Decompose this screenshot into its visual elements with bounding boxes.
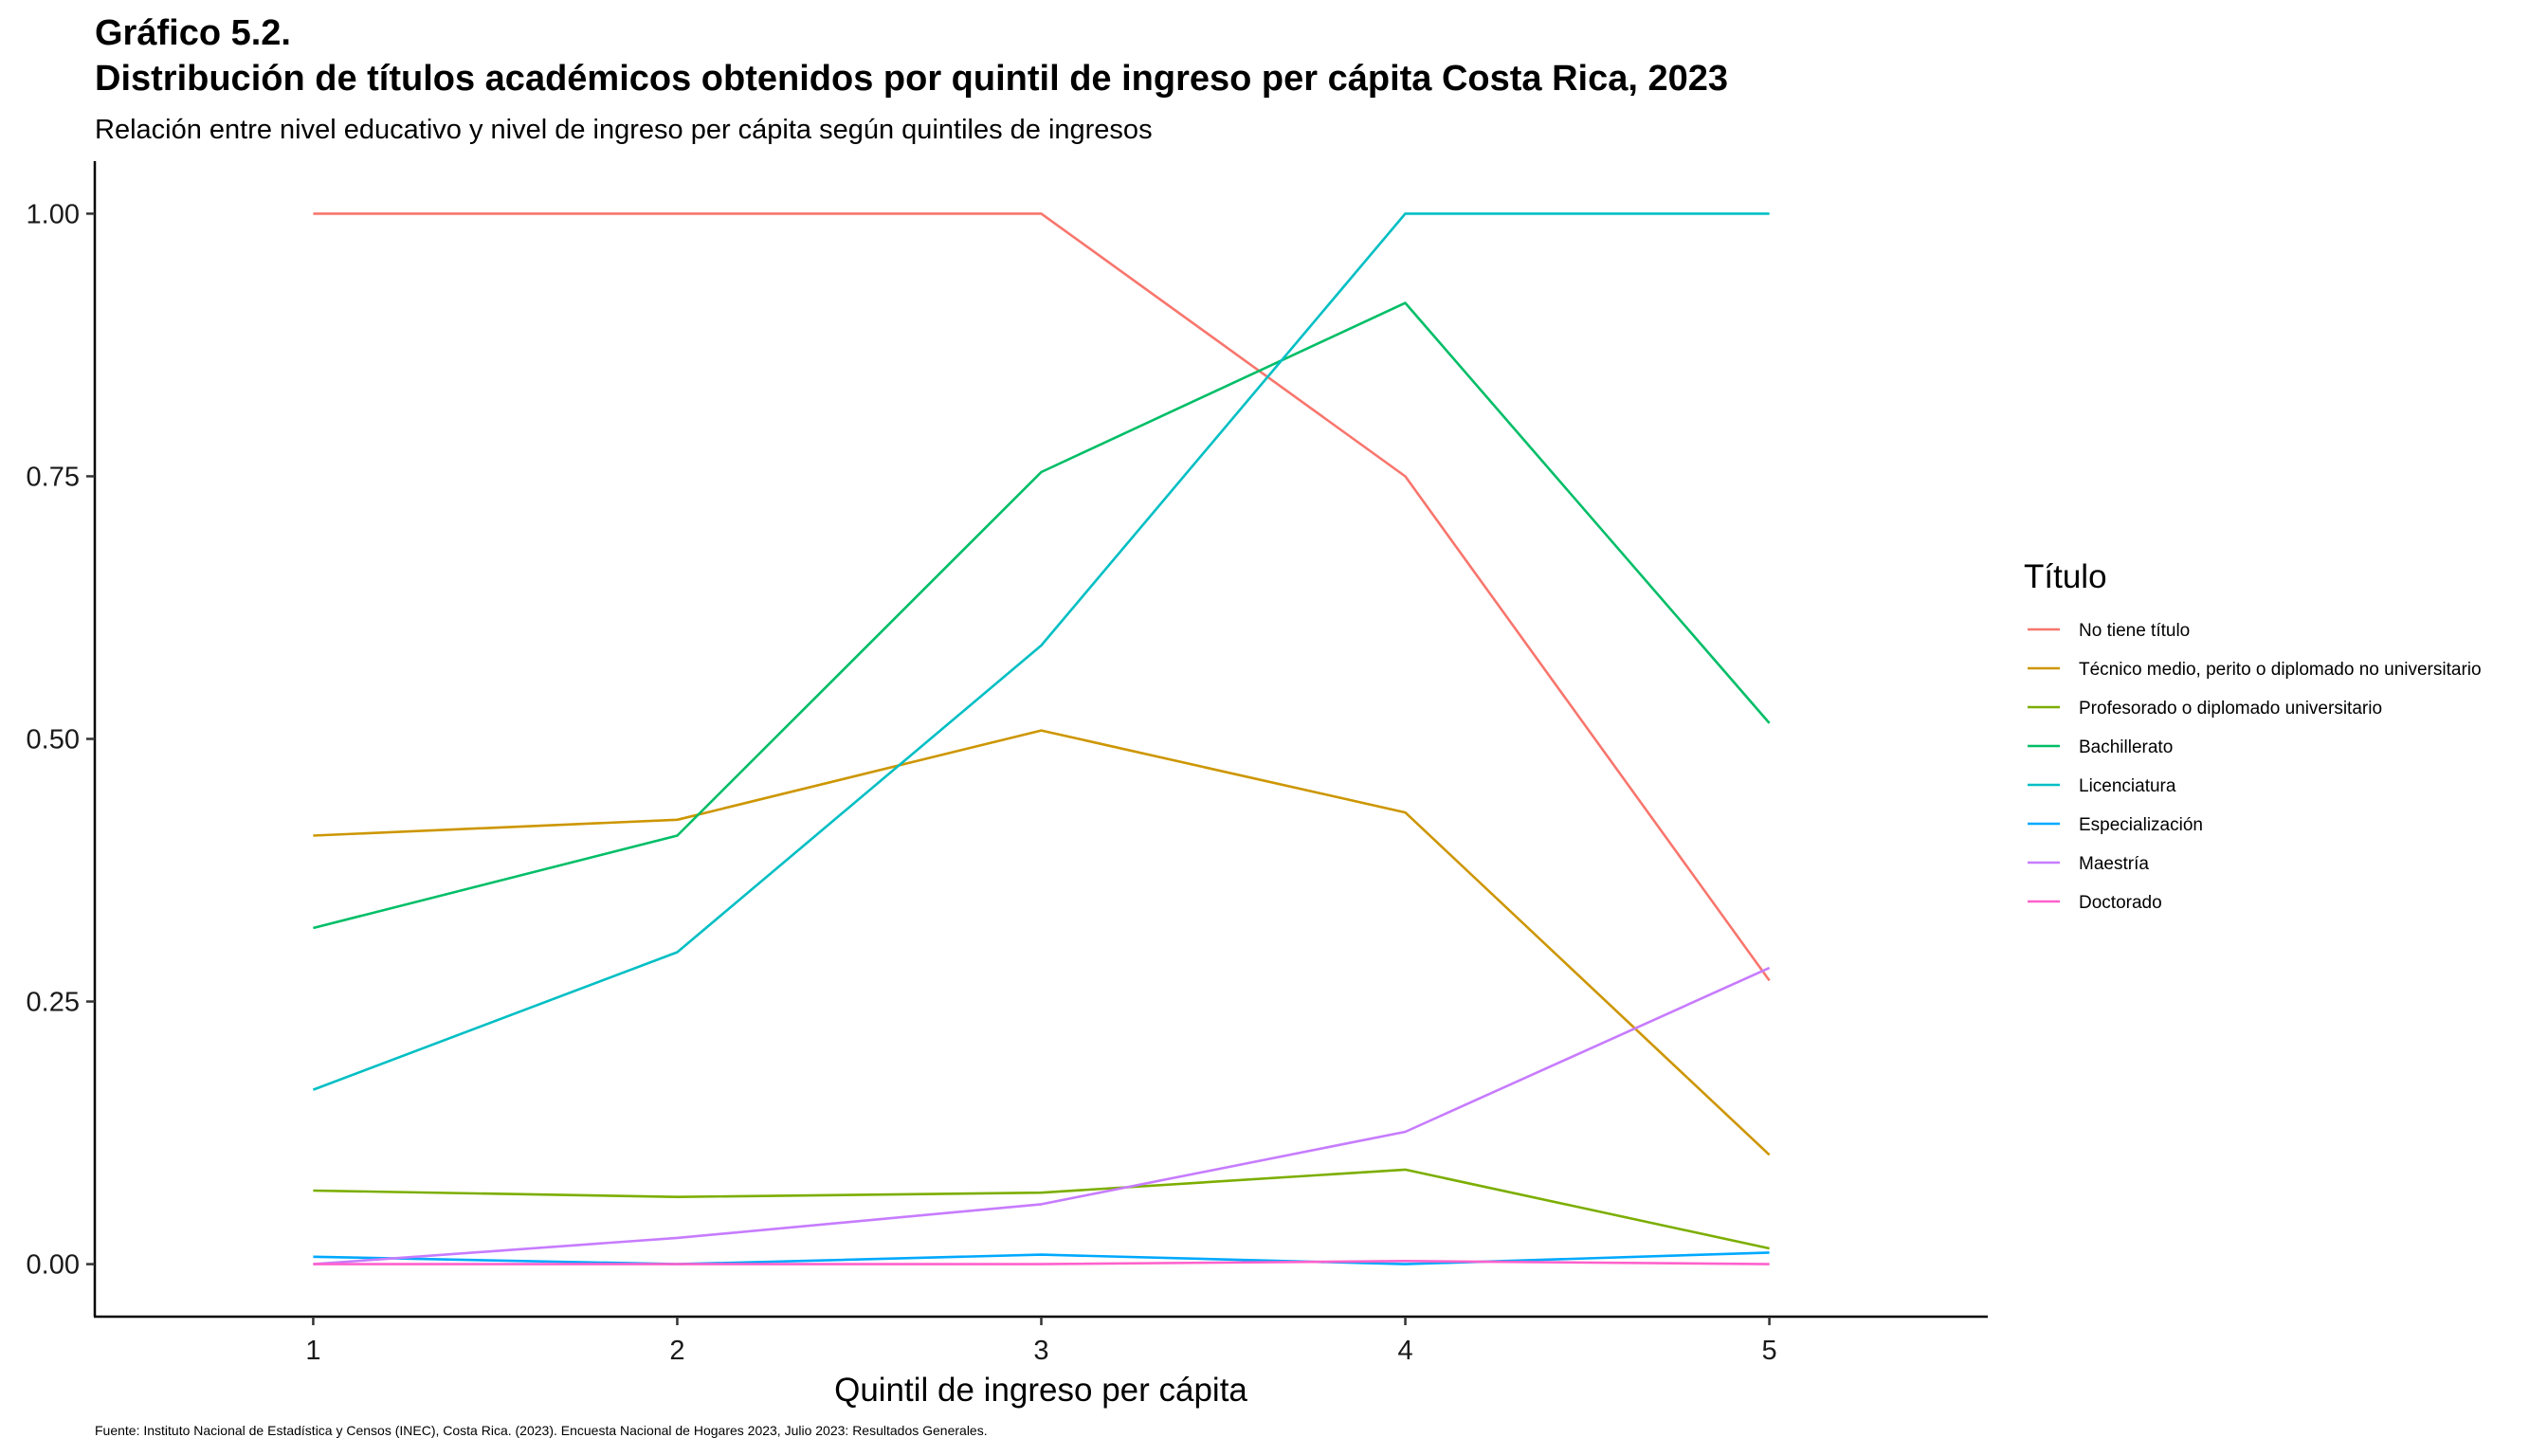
- x-tick-label: 2: [669, 1336, 684, 1366]
- series-line-5: [312, 212, 1770, 1091]
- chart-title-line1: Gráfico 5.2.: [95, 13, 291, 53]
- y-tick-label: 1.00: [27, 199, 80, 229]
- legend-label: Bachillerato: [2079, 737, 2173, 757]
- series-line-4: [313, 301, 1771, 930]
- legend-label: Licenciatura: [2079, 776, 2176, 796]
- y-tick-label: 0.75: [27, 462, 80, 492]
- legend-item: No tiene título: [2028, 621, 2190, 641]
- legend-item: Licenciatura: [2028, 776, 2176, 796]
- legend-item: Profesorado o diplomado universitario: [2028, 699, 2382, 719]
- x-axis-title: Quintil de ingreso per cápita: [834, 1372, 1247, 1409]
- legend-item: Especialización: [2028, 815, 2203, 835]
- legend-label: Profesorado o diplomado universitario: [2079, 699, 2382, 719]
- x-tick-label: 1: [305, 1336, 320, 1366]
- legend-label: Doctorado: [2079, 893, 2162, 913]
- legend-items: No tiene título Técnico medio, perito o d…: [2028, 621, 2482, 913]
- source-caption: Fuente: Instituto Nacional de Estadístic…: [95, 1423, 988, 1438]
- series-line-2: [313, 729, 1771, 1156]
- x-tick-label: 4: [1397, 1336, 1412, 1366]
- series-line-1: [313, 212, 1771, 982]
- legend-item: Doctorado: [2028, 893, 2162, 913]
- x-tick-label: 3: [1033, 1336, 1048, 1366]
- legend-label: Especialización: [2079, 815, 2203, 835]
- y-tick-label: 0.00: [27, 1250, 80, 1281]
- y-tick-label: 0.25: [27, 988, 80, 1018]
- x-tick-label: 5: [1762, 1336, 1777, 1366]
- legend-label: No tiene título: [2079, 621, 2190, 641]
- series-line-6: [313, 1251, 1770, 1265]
- legend-label: Técnico medio, perito o diplomado no uni…: [2079, 660, 2482, 680]
- series-line-8: [313, 1260, 1770, 1265]
- y-axis-ticks: 0.00 0.25 0.50 0.75 1.00: [27, 199, 95, 1281]
- legend: Título No tiene título Técnico medio, per…: [2024, 558, 2482, 913]
- series-line-3: [313, 1168, 1770, 1250]
- legend-item: Técnico medio, perito o diplomado no uni…: [2028, 660, 2482, 680]
- x-axis-ticks: 1 2 3 4 5: [305, 1317, 1777, 1366]
- legend-item: Maestría: [2028, 854, 2149, 874]
- chart-title-line2: Distribución de títulos académicos obten…: [95, 59, 1728, 99]
- legend-label: Maestría: [2079, 854, 2149, 874]
- series-line-7: [313, 966, 1771, 1265]
- legend-item: Bachillerato: [2028, 737, 2173, 757]
- chart-subtitle: Relación entre nivel educativo y nivel d…: [95, 115, 1153, 145]
- series-layer: [312, 212, 1771, 1265]
- plot-area: 0.00 0.25 0.50 0.75 1.00 1 2 3 4 5: [27, 161, 1988, 1366]
- y-tick-label: 0.50: [27, 725, 80, 755]
- legend-title: Título: [2024, 558, 2107, 595]
